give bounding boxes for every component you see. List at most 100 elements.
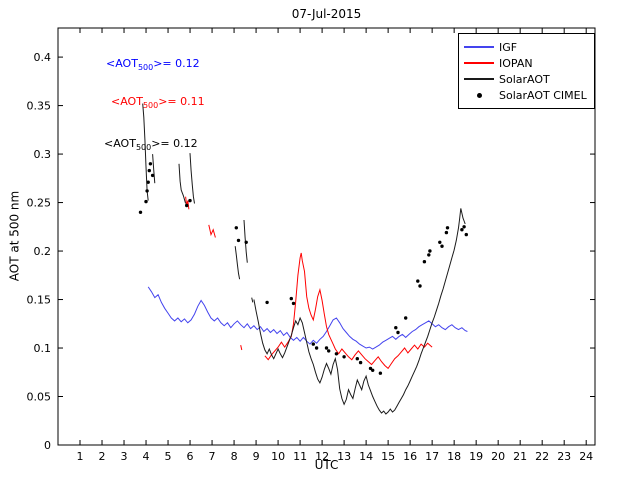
series-marker-solaraot-cimel <box>314 346 319 350</box>
series-marker-solaraot-cimel <box>422 260 427 264</box>
series-marker-solaraot-cimel <box>150 173 155 178</box>
x-tick-label: 13 <box>337 450 351 463</box>
x-tick-label: 10 <box>271 450 285 463</box>
annotation-value: >= 0.12 <box>151 137 198 150</box>
series-marker-solaraot-cimel <box>428 249 432 253</box>
series-marker-solaraot-cimel <box>440 244 444 248</box>
x-tick-label: 2 <box>99 450 106 463</box>
series-marker-solaraot-cimel <box>358 360 363 365</box>
legend-label-solaraot: SolarAOT <box>499 72 550 86</box>
line-swatch <box>464 78 494 80</box>
series-line-solaraot <box>189 153 195 204</box>
x-tick-label: 12 <box>315 450 329 463</box>
x-tick-label: 5 <box>165 450 172 463</box>
series-marker-solaraot-cimel <box>236 238 241 243</box>
legend-entry-igf: IGF <box>459 39 594 55</box>
series-marker-solaraot-cimel <box>311 342 315 346</box>
series-line-iopan <box>240 344 243 351</box>
series-marker-solaraot-cimel <box>265 300 269 305</box>
series-marker-solaraot-cimel <box>394 326 398 330</box>
series-marker-solaraot-cimel <box>404 316 408 320</box>
series-marker-solaraot-cimel <box>460 228 464 232</box>
annotation-prefix: <AOT <box>106 57 138 70</box>
annotation-solaraot-mean: <AOT500>= 0.12 <box>104 137 198 152</box>
legend-label-iopan: IOPAN <box>499 56 533 70</box>
series-line-iopan <box>208 224 216 238</box>
x-tick-label: 15 <box>381 450 395 463</box>
y-tick-label: 0.4 <box>34 51 52 64</box>
series-line-solaraot <box>243 219 248 263</box>
annotation-prefix: <AOT <box>111 95 143 108</box>
x-tick-label: 17 <box>425 450 439 463</box>
series-marker-solaraot-cimel <box>324 346 329 350</box>
series-marker-solaraot-cimel <box>144 199 148 204</box>
series-marker-solaraot-cimel <box>444 230 449 235</box>
legend-line-sample-solaraot <box>459 78 499 80</box>
annotation-subscript: 500 <box>137 63 154 72</box>
x-tick-label: 8 <box>231 450 238 463</box>
legend-entry-iopan: IOPAN <box>459 55 594 71</box>
series-line-iopan <box>264 252 433 370</box>
x-tick-label: 11 <box>293 450 307 463</box>
x-tick-label: 22 <box>535 450 549 463</box>
y-tick-label: 0.15 <box>27 294 52 307</box>
legend-line-sample-iopan <box>459 62 499 64</box>
annotation-value: >= 0.11 <box>158 95 205 108</box>
dot-swatch <box>476 92 482 98</box>
series-line-solaraot <box>152 154 156 184</box>
x-tick-label: 16 <box>403 450 417 463</box>
legend-entry-solaraot-cimel: SolarAOT CIMEL <box>459 87 594 103</box>
series-marker-solaraot-cimel <box>462 225 466 229</box>
y-axis-label: AOT at 500 nm <box>7 190 22 282</box>
series-marker-solaraot-cimel <box>327 349 331 353</box>
series-marker-solaraot-cimel <box>185 203 189 208</box>
annotation-value: >= 0.12 <box>153 57 200 70</box>
annotation-subscript: 500 <box>142 101 159 110</box>
y-tick-label: 0.1 <box>34 342 52 355</box>
legend-label-igf: IGF <box>499 40 518 54</box>
legend-label-solaraot-cimel: SolarAOT CIMEL <box>499 88 587 102</box>
series-marker-solaraot-cimel <box>234 226 238 230</box>
series-line-solaraot <box>251 297 254 303</box>
series-marker-solaraot-cimel <box>418 284 422 288</box>
line-swatch <box>464 46 494 48</box>
series-marker-solaraot-cimel <box>427 253 431 257</box>
y-tick-label: 0.3 <box>34 148 52 161</box>
series-line-iopan <box>185 196 190 210</box>
series-marker-solaraot-cimel <box>355 357 359 361</box>
annotation-prefix: <AOT <box>104 137 136 150</box>
series-marker-solaraot-cimel <box>188 198 192 203</box>
series-marker-solaraot-cimel <box>445 226 450 230</box>
legend-line-sample-igf <box>459 46 499 48</box>
x-tick-label: 20 <box>491 450 505 463</box>
series-line-igf <box>147 286 468 350</box>
series-marker-solaraot-cimel <box>416 279 420 283</box>
x-tick-label: 19 <box>469 450 483 463</box>
line-swatch <box>464 62 494 64</box>
series-line-solaraot <box>234 246 241 280</box>
x-tick-label: 4 <box>143 450 150 463</box>
y-tick-label: 0 <box>44 439 51 452</box>
y-tick-label: 0.25 <box>27 197 52 210</box>
x-tick-label: 14 <box>359 450 373 463</box>
series-line-solaraot <box>142 103 149 201</box>
y-tick-label: 0.35 <box>27 100 52 113</box>
x-tick-label: 23 <box>557 450 571 463</box>
legend-entry-solaraot: SolarAOT <box>459 71 594 87</box>
legend: IGF IOPAN SolarAOT SolarAOT CIMEL <box>458 33 595 109</box>
series-marker-solaraot-cimel <box>396 330 400 335</box>
axes-box <box>57 27 596 446</box>
annotation-iopan-mean: <AOT500>= 0.11 <box>111 95 205 110</box>
series-marker-solaraot-cimel <box>147 168 151 173</box>
series-marker-solaraot-cimel <box>289 296 293 301</box>
series-marker-solaraot-cimel <box>148 162 153 166</box>
series-marker-solaraot-cimel <box>138 210 143 214</box>
series-marker-solaraot-cimel <box>464 232 468 237</box>
series-marker-solaraot-cimel <box>244 240 248 244</box>
series-marker-solaraot-cimel <box>334 352 339 356</box>
chart-title: 07-Jul-2015 <box>291 7 362 21</box>
legend-dot-sample-cimel <box>459 92 499 98</box>
y-tick-label: 0.2 <box>34 245 52 258</box>
